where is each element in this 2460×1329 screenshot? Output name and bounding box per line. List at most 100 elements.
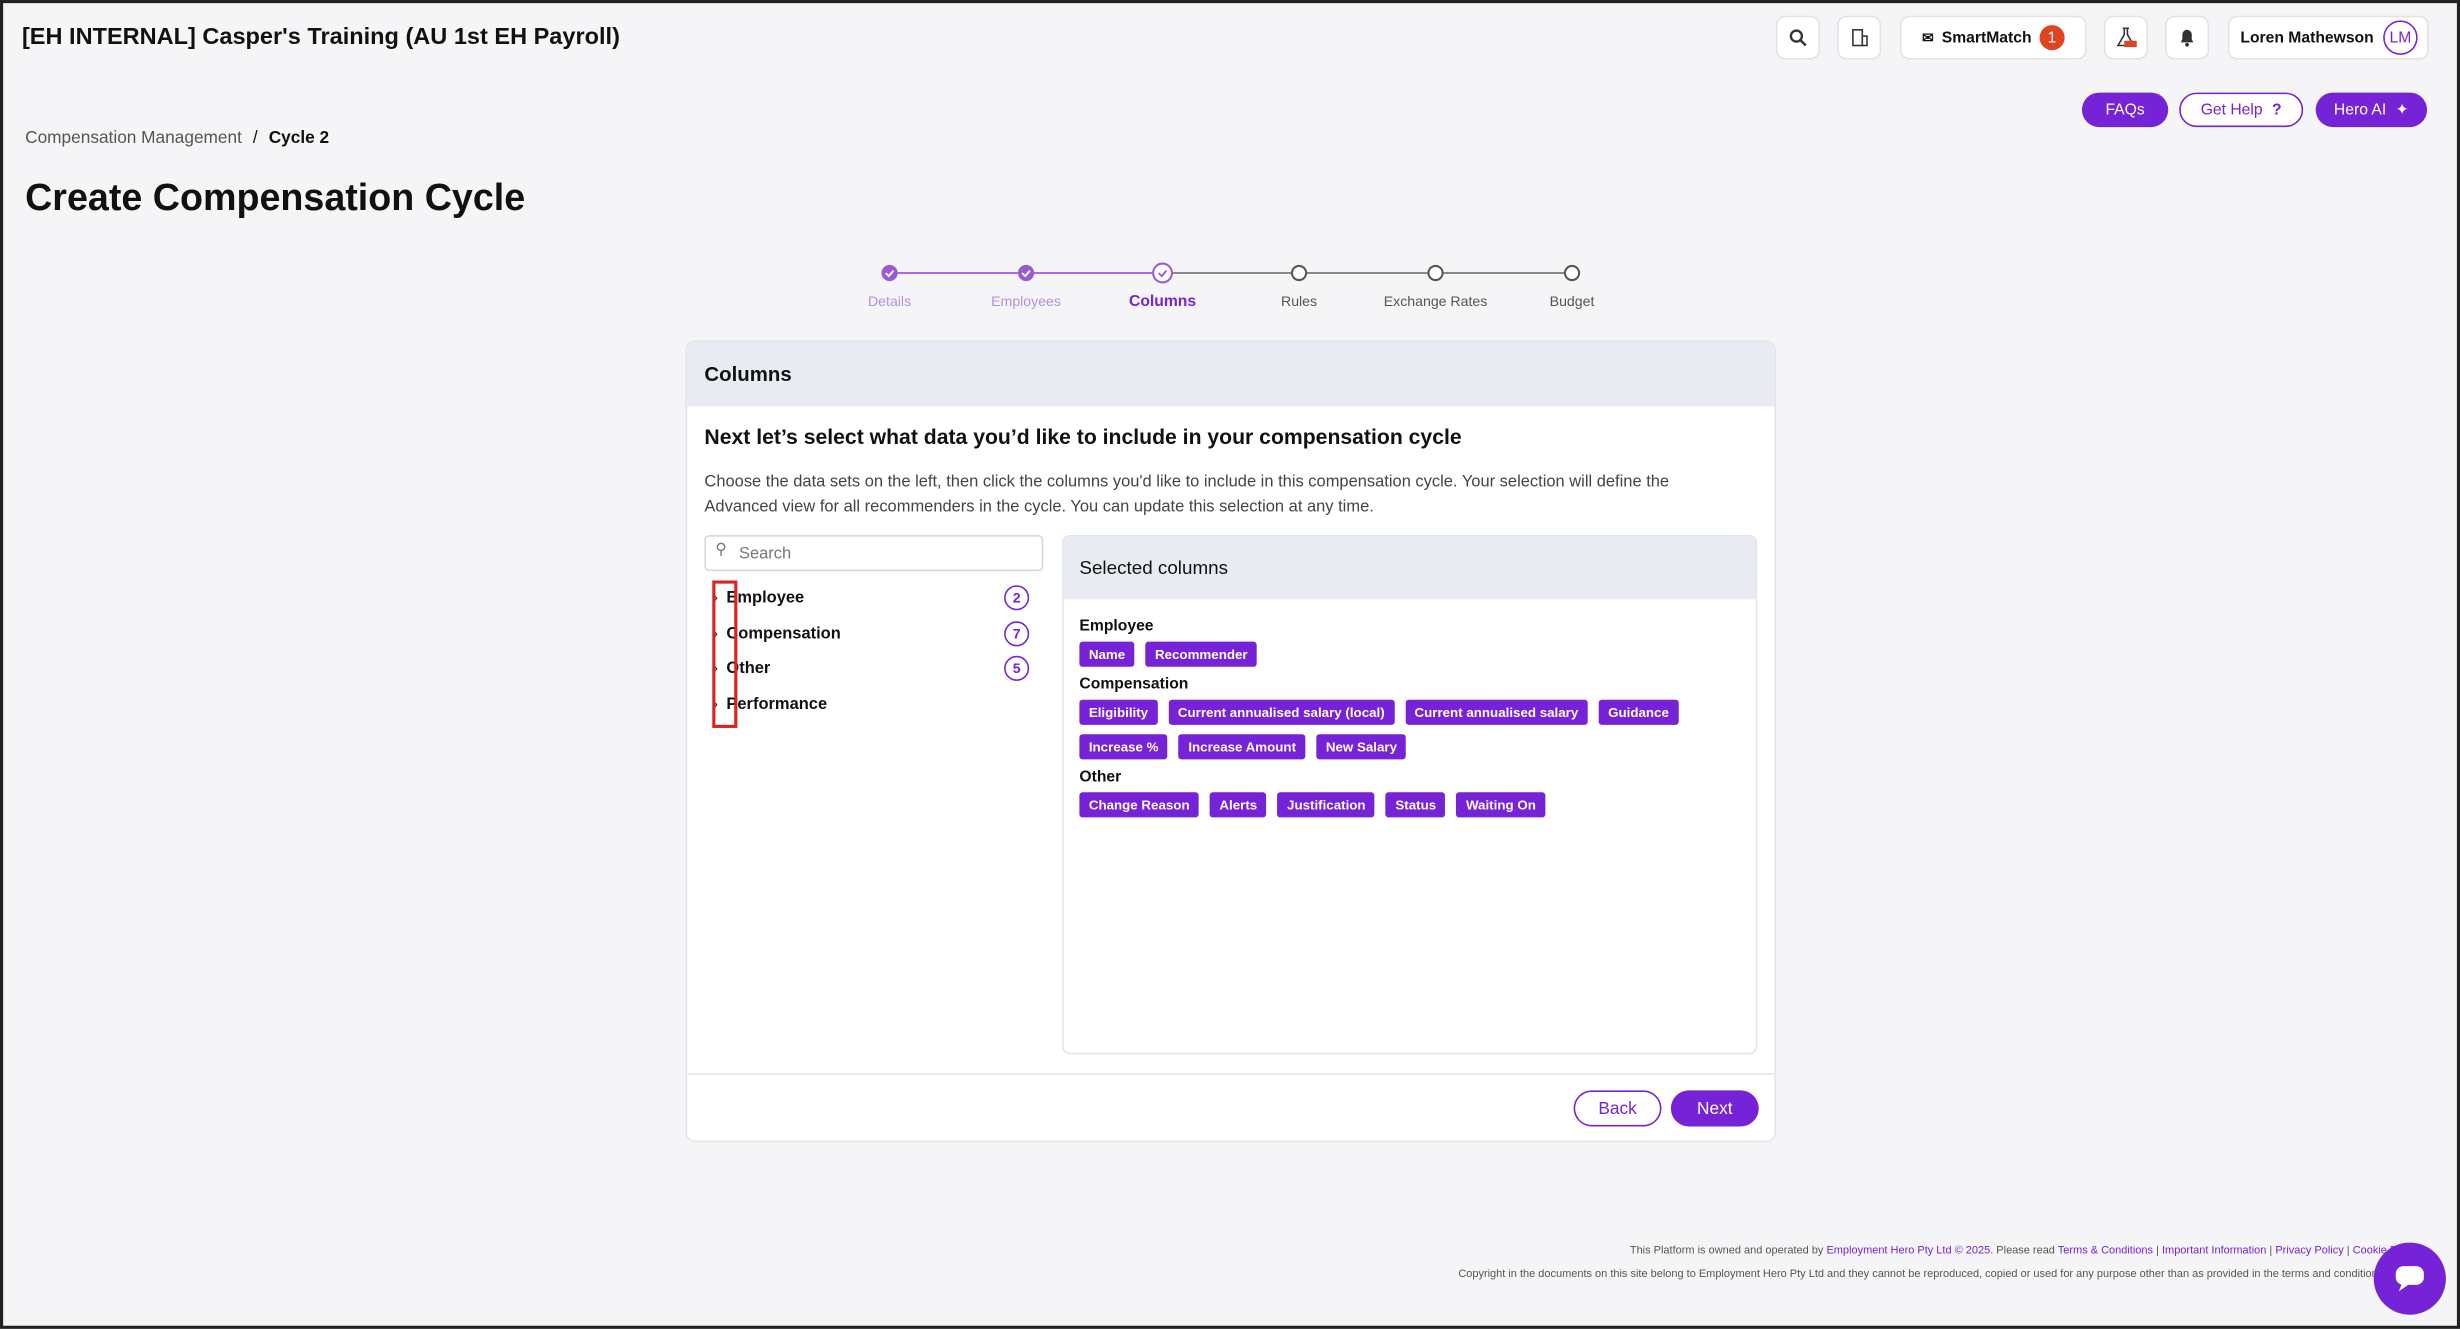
column-tag[interactable]: Increase Amount (1178, 734, 1306, 760)
selected-panel: Selected columns Employee Name Recommender… (1062, 534, 1758, 1055)
column-tag[interactable]: Current annualised salary (1405, 699, 1588, 725)
column-tag[interactable]: Recommender (1145, 641, 1258, 667)
step-dot (1290, 264, 1308, 282)
step-dot (881, 264, 898, 282)
smartmatch-label: SmartMatch (1941, 29, 2032, 47)
card-divider (687, 1073, 1775, 1075)
user-avatar: LM (2383, 20, 2418, 55)
org-button[interactable] (1837, 15, 1882, 60)
step-check (1021, 270, 1031, 278)
next-button[interactable]: Next (1670, 1090, 1759, 1127)
sparkle-icon: ✦ (2395, 101, 2409, 119)
help-button[interactable]: Get Help? (2179, 92, 2304, 128)
tag-list: Name Recommender (1079, 641, 1740, 667)
search-icon: ⚲ (715, 541, 727, 559)
footer-link[interactable]: Terms & Conditions (2057, 1245, 2154, 1257)
bell-icon (2180, 29, 2194, 47)
highlight-box (712, 580, 738, 728)
group-row[interactable]: › Employee 2 (704, 580, 1033, 615)
column-tag[interactable]: Eligibility (1079, 699, 1158, 725)
step-label: Columns (1129, 293, 1196, 310)
user-name: Loren Mathewson (2240, 29, 2374, 47)
column-tag[interactable]: New Salary (1316, 734, 1407, 760)
group-row[interactable]: › Performance (704, 686, 1033, 721)
group-name: Performance (726, 694, 828, 714)
step-label: Employees (991, 293, 1061, 309)
column-tag[interactable]: Name (1079, 641, 1135, 667)
step-check (884, 270, 895, 278)
card-title: Columns (687, 342, 1775, 407)
footer-link[interactable]: Privacy Policy (2275, 1245, 2344, 1257)
breadcrumb: Compensation Management / Cycle 2 (25, 129, 329, 148)
group-count: 7 (1004, 620, 1030, 646)
group-count: 5 (1004, 656, 1030, 682)
column-tag[interactable]: Change Reason (1079, 792, 1200, 818)
column-tag[interactable]: Alerts (1210, 792, 1267, 818)
group-row[interactable]: › Compensation 7 (704, 616, 1033, 651)
column-tag[interactable]: Waiting On (1456, 792, 1546, 818)
step-label: Details (868, 293, 911, 309)
footer-text: . Please read (1990, 1245, 2058, 1257)
column-tag[interactable]: Increase % (1079, 734, 1168, 760)
smartmatch-badge: 1 (2039, 25, 2065, 51)
group-row[interactable]: › Other 5 (704, 651, 1033, 686)
group-name: Compensation (726, 624, 841, 643)
faqs-button[interactable]: FAQs (2081, 92, 2169, 128)
tag-list: Eligibility Current annualised salary (lo… (1079, 699, 1740, 760)
smartmatch-icon: ✉ (1922, 29, 1934, 45)
hero-ai-button[interactable]: Hero AI ✦ (2315, 92, 2428, 128)
org-icon (1852, 29, 1868, 47)
stepper: Details Employees Columns Rules Exchange Rat… (868, 262, 1595, 310)
step-dot (1017, 264, 1035, 282)
search-icon (1789, 29, 1807, 47)
selected-sections: Employee Name Recommender Compensation Eligi… (1064, 599, 1756, 826)
search-button[interactable] (1775, 15, 1820, 60)
breadcrumb-separator: / (252, 128, 258, 148)
footer-line: This Platform is owned and operated by E… (1258, 1246, 2419, 1257)
smartmatch-button[interactable]: ✉ SmartMatch 1 (1899, 15, 2087, 60)
column-tag[interactable]: Status (1385, 792, 1446, 818)
help-icon: ? (2272, 101, 2282, 119)
section-title: Other (1079, 768, 1122, 787)
step-label: Rules (1281, 293, 1317, 309)
back-button[interactable]: Back (1573, 1090, 1662, 1127)
user-menu[interactable]: Loren Mathewson LM (2227, 15, 2429, 60)
group-list: › Employee 2 › Compensation 7 › Other 5 › Performa… (704, 580, 1033, 721)
search-input[interactable]: ⚲ Search (704, 534, 1044, 572)
footer-text: This Platform is owned and operated by (1629, 1245, 1827, 1257)
card-heading: Next let’s select what data you’d like t… (704, 425, 1462, 449)
section-title: Employee (1079, 618, 1154, 636)
group-name: Other (726, 659, 771, 679)
notifications-button[interactable] (2165, 15, 2210, 60)
search-placeholder: Search (738, 544, 792, 564)
card: Columns Next let’s select what data you’… (685, 340, 1776, 1143)
breadcrumb-link[interactable]: Compensation Management (25, 128, 242, 148)
footer-text: | (2153, 1245, 2162, 1257)
help-label: Get Help (2200, 101, 2263, 119)
group-name: Employee (726, 588, 805, 608)
column-tag[interactable]: Current annualised salary (local) (1168, 699, 1395, 725)
column-tag[interactable]: Justification (1277, 792, 1375, 818)
selected-title: Selected columns (1063, 536, 1756, 600)
footer-text: | (2266, 1245, 2276, 1257)
breadcrumb-current: Cycle 2 (268, 128, 330, 148)
step-dot (1152, 262, 1173, 284)
footer-text: | (2343, 1245, 2353, 1257)
page-title: Create Compensation Cycle (25, 177, 526, 220)
column-tag[interactable]: Guidance (1598, 699, 1679, 725)
footer-link[interactable]: Employment Hero Pty Ltd © 2025 (1826, 1245, 1991, 1257)
step-check (1157, 270, 1168, 278)
labs-icon (2116, 27, 2137, 48)
step-dot (1427, 264, 1444, 282)
step-label: Budget (1550, 293, 1595, 309)
chat-button[interactable] (2373, 1242, 2446, 1315)
footer-copyright: Copyright in the documents on this site … (1458, 1269, 2420, 1281)
card-description: Choose the data sets on the left, then c… (704, 472, 1670, 517)
section-title: Compensation (1079, 676, 1189, 694)
labs-button[interactable] (2103, 15, 2148, 60)
hero-ai-label: Hero AI (2333, 101, 2387, 119)
footer-link[interactable]: Important Information (2161, 1245, 2267, 1257)
tag-list: Change Reason Alerts Justification Status Wa… (1079, 792, 1740, 818)
